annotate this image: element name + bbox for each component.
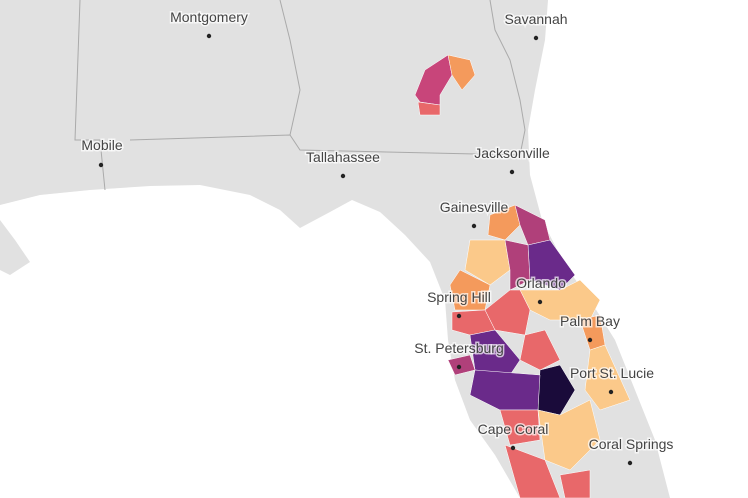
city-label: St. Petersburg [414, 340, 504, 356]
delta [0, 220, 30, 275]
atlantic [520, 0, 748, 498]
city-label: Montgomery [170, 9, 248, 25]
city-label: Savannah [504, 11, 567, 27]
counties [414, 54, 631, 498]
gulf [0, 185, 520, 498]
city-label: Mobile [81, 137, 122, 153]
city-label: Spring Hill [427, 289, 491, 305]
city-label: Tallahassee [306, 149, 380, 165]
city-label: Gainesville [440, 199, 509, 215]
city-label: Palm Bay [560, 313, 620, 329]
city-label: Port St. Lucie [570, 365, 654, 381]
city-dots [98, 33, 633, 466]
city-labels: Montgomery Savannah Mobile Tallahassee J… [80, 8, 675, 454]
city-label: Jacksonville [474, 145, 550, 161]
city-label: Orlando [516, 275, 566, 291]
city-label: Cape Coral [478, 421, 549, 437]
borders [74, 0, 526, 191]
city-label: Coral Springs [589, 436, 674, 452]
